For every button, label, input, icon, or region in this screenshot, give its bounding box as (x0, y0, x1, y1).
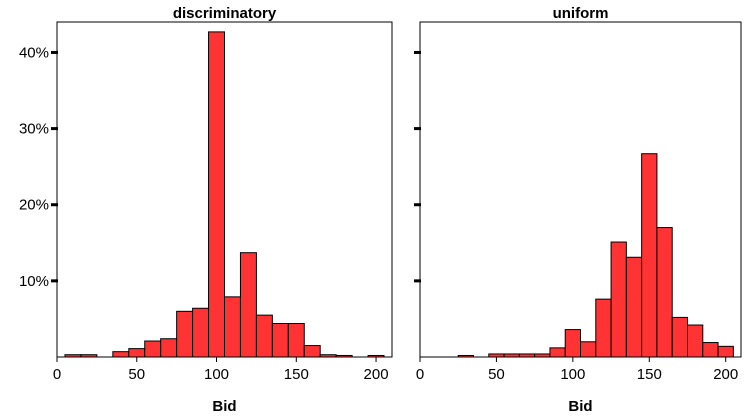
histogram-bar (128, 348, 146, 358)
x-axis-title: Bid (212, 398, 236, 415)
histogram-bar (503, 353, 520, 358)
histogram-bar (641, 153, 658, 358)
panel-title: discriminatory (173, 5, 277, 22)
histogram-bar (80, 354, 98, 358)
histogram-bar (224, 296, 241, 358)
x-tick-label: 100 (204, 366, 229, 383)
y-tick-label: 30% (19, 121, 49, 138)
histogram-bar (367, 354, 385, 358)
panel-discriminatory: discriminatory 10% 20% 30% 40% 0 50 100 150 200 Bi… (19, 5, 393, 415)
y-tick-label: 20% (19, 197, 49, 214)
x-tick-label: 100 (560, 366, 585, 383)
x-tick-label: 150 (637, 366, 662, 383)
histogram-bar (192, 307, 210, 358)
histogram-bar (518, 353, 536, 358)
histogram-bar (335, 354, 353, 358)
panel-uniform: uniform 0 50 100 150 200 Bid (414, 5, 742, 415)
plot-frame (419, 21, 742, 358)
histogram-bar (702, 342, 719, 358)
x-tick-label: 200 (713, 366, 738, 383)
histogram-bar (287, 323, 305, 358)
histogram-bar (319, 354, 337, 358)
histogram-bar (656, 227, 673, 358)
x-tick-label: 0 (53, 366, 61, 383)
x-tick-label: 50 (128, 366, 145, 383)
histogram-bar (534, 353, 551, 358)
histogram-bar (671, 316, 689, 358)
histogram-bar (564, 329, 582, 358)
histogram-bar (144, 340, 162, 358)
histogram-bar (595, 298, 612, 358)
histogram-bar (160, 338, 178, 358)
histogram-bar (580, 341, 597, 358)
histogram-bar (255, 314, 273, 358)
histogram-bar (717, 345, 734, 358)
histogram-bar (488, 353, 505, 358)
histogram-bar (610, 241, 627, 358)
x-tick-label: 150 (284, 366, 309, 383)
histogram-bar (176, 310, 194, 358)
histogram-bar (303, 345, 321, 358)
histogram-bar (239, 252, 257, 358)
panel-title: uniform (553, 5, 609, 22)
histogram-bar (549, 347, 566, 358)
y-tick-label: 10% (19, 273, 49, 290)
histogram-bar (625, 256, 643, 358)
x-tick-label: 50 (488, 366, 505, 383)
histogram-bar (112, 351, 130, 358)
x-tick-label: 0 (416, 366, 424, 383)
x-tick-label: 200 (364, 366, 389, 383)
histogram-bar (457, 354, 475, 358)
histogram-bar (208, 31, 226, 358)
histogram-bar (687, 324, 704, 358)
x-axis-title: Bid (568, 398, 592, 415)
histogram-bar (64, 354, 82, 358)
y-tick-label: 40% (19, 44, 49, 61)
histogram-bar (271, 323, 289, 358)
